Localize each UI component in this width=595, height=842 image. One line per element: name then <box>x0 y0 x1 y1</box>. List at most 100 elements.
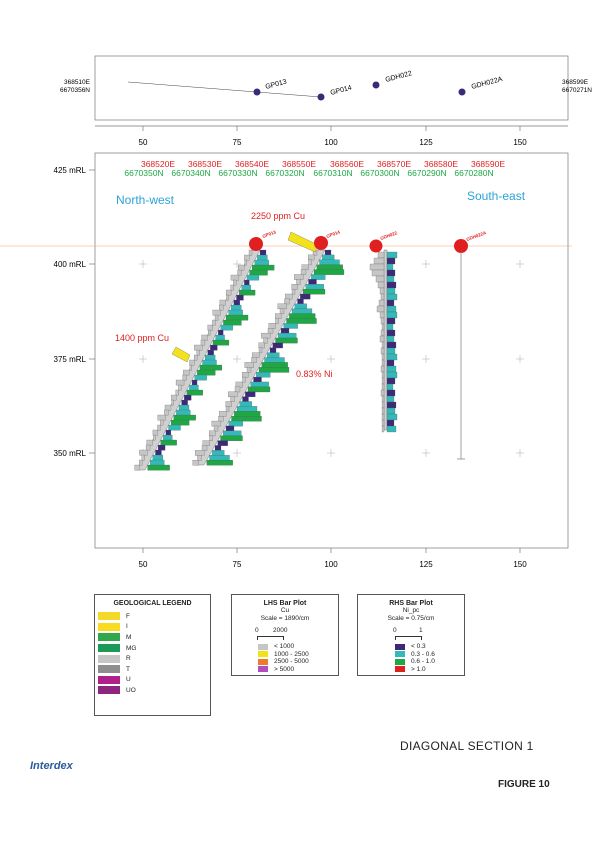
top-tick-label: 50 <box>139 138 148 147</box>
rhs-bar <box>150 459 165 466</box>
collar-label: GP013 <box>262 229 277 239</box>
rhs-bar <box>386 311 398 319</box>
legend-label: 0.3 - 0.6 <box>411 650 435 658</box>
lhs-bar <box>258 347 263 354</box>
top-tick-label: 125 <box>419 138 433 147</box>
rhs-bar <box>202 359 217 366</box>
lhs-bar <box>225 401 232 407</box>
rhs-bar <box>173 414 196 421</box>
lhs-bar <box>212 319 216 326</box>
rhs-field: Ni_pc <box>402 607 420 614</box>
bottom-tick-label: 50 <box>139 560 148 569</box>
lhs-bar <box>381 407 385 415</box>
rhs-bar <box>286 318 317 324</box>
collar-marker[interactable] <box>454 239 468 253</box>
geological-legend-items: F I M MG R T U UO <box>98 611 210 696</box>
lhs-bar <box>379 287 385 295</box>
lhs-scale: Scale = 1890/cm <box>260 615 310 622</box>
lhs-bar <box>244 362 254 368</box>
bottom-tick-label: 125 <box>419 560 433 569</box>
legend-label: > 1.0 <box>411 665 426 673</box>
rhs-bar <box>231 304 242 311</box>
easting-label: 368520E <box>141 159 175 169</box>
lhs-bar <box>381 359 385 367</box>
lhs-bar <box>219 299 226 306</box>
rhs-bar <box>242 396 249 402</box>
rhs-bar <box>214 445 222 451</box>
lhs-bar <box>164 404 172 411</box>
rhs-bar <box>209 455 230 461</box>
rhs-bar <box>386 419 395 427</box>
rhs-bar <box>250 381 269 388</box>
rhs-bar <box>244 279 250 286</box>
legend-label: 0.6 - 1.0 <box>411 658 435 666</box>
rhs-bar <box>225 314 249 321</box>
easting-label: 368580E <box>424 159 458 169</box>
rhs-bar <box>386 269 396 277</box>
lhs-bar <box>197 455 202 461</box>
plan-left-northing: 6670356N <box>60 87 90 94</box>
lhs-bar-plot-legend: LHS Bar Plot Cu Scale = 1890/cm 0 2000 <… <box>231 594 339 676</box>
legend-label: U <box>126 676 131 684</box>
legend-row: < 1000 <box>258 643 338 651</box>
lhs-bar <box>268 323 276 329</box>
rhs-bar <box>223 430 242 437</box>
top-tick-label: 75 <box>233 138 242 147</box>
rhs-bar <box>178 404 190 411</box>
legend-row: MG <box>98 643 210 654</box>
northing-label: 6670340N <box>171 168 210 178</box>
rhs-bar <box>386 281 397 289</box>
plan-hole-marker[interactable] <box>372 81 380 89</box>
rhs-bar <box>386 287 396 295</box>
northing-label: 6670300N <box>360 168 399 178</box>
rhs-bar <box>233 299 240 306</box>
plan-left-easting: 368510E <box>64 79 91 86</box>
lhs-bar <box>291 288 296 295</box>
lhs-bar <box>279 308 285 314</box>
rhs-bar <box>223 319 242 326</box>
rhs-bar <box>238 289 256 296</box>
rhs-bar <box>253 376 262 383</box>
collar-marker[interactable] <box>249 237 263 251</box>
geological-legend-title: GEOLOGICAL LEGEND <box>113 600 192 607</box>
lhs-bar <box>380 317 385 325</box>
annotation-2250: 2250 ppm Cu <box>251 211 305 221</box>
rhs-bar-plot-legend: RHS Bar Plot Ni_pc Scale = 0.75/cm 0 1 <… <box>357 594 465 676</box>
section-frame <box>94 152 569 549</box>
rhs-bar <box>212 339 230 346</box>
lhs-bar <box>258 342 265 349</box>
lhs-bar <box>230 396 235 402</box>
rhs-bar <box>386 317 396 325</box>
rhs-scale-max: 1 <box>419 627 423 634</box>
rhs-bar <box>165 429 172 436</box>
plan-hole-marker[interactable] <box>317 93 325 101</box>
legend-label: T <box>126 665 130 673</box>
rhs-scale-bar: 0 1 <box>358 627 464 643</box>
plan-hole-marker[interactable] <box>458 88 466 96</box>
legend-row: T <box>98 664 210 675</box>
plan-hole-label: GDH022 <box>385 70 413 84</box>
legend-row: M <box>98 632 210 643</box>
rhs-bar <box>297 298 304 305</box>
rhs-bar <box>386 377 396 385</box>
rhs-bar <box>272 342 283 349</box>
rhs-bar <box>236 406 258 412</box>
rhs-bar <box>217 440 228 446</box>
lhs-bar <box>212 309 221 316</box>
northing-label: 6670330N <box>218 168 257 178</box>
section-title: DIAGONAL SECTION 1 <box>400 739 534 753</box>
plan-hole-marker[interactable] <box>253 88 261 96</box>
northing-label: 6670310N <box>313 168 352 178</box>
lhs-bar <box>219 304 224 311</box>
rhs-scale: Scale = 0.75/cm <box>387 615 435 622</box>
lhs-bar <box>201 334 208 341</box>
lhs-bar <box>200 339 206 346</box>
collar-marker[interactable] <box>369 239 383 253</box>
hole-core <box>383 249 388 431</box>
rhs-scale-line <box>395 636 422 640</box>
lhs-bar <box>211 420 221 427</box>
y-tick-label: 400 mRL <box>54 260 87 269</box>
collar-marker[interactable] <box>314 236 328 250</box>
rhs-bar <box>189 384 199 391</box>
rhs-bar <box>319 259 340 266</box>
